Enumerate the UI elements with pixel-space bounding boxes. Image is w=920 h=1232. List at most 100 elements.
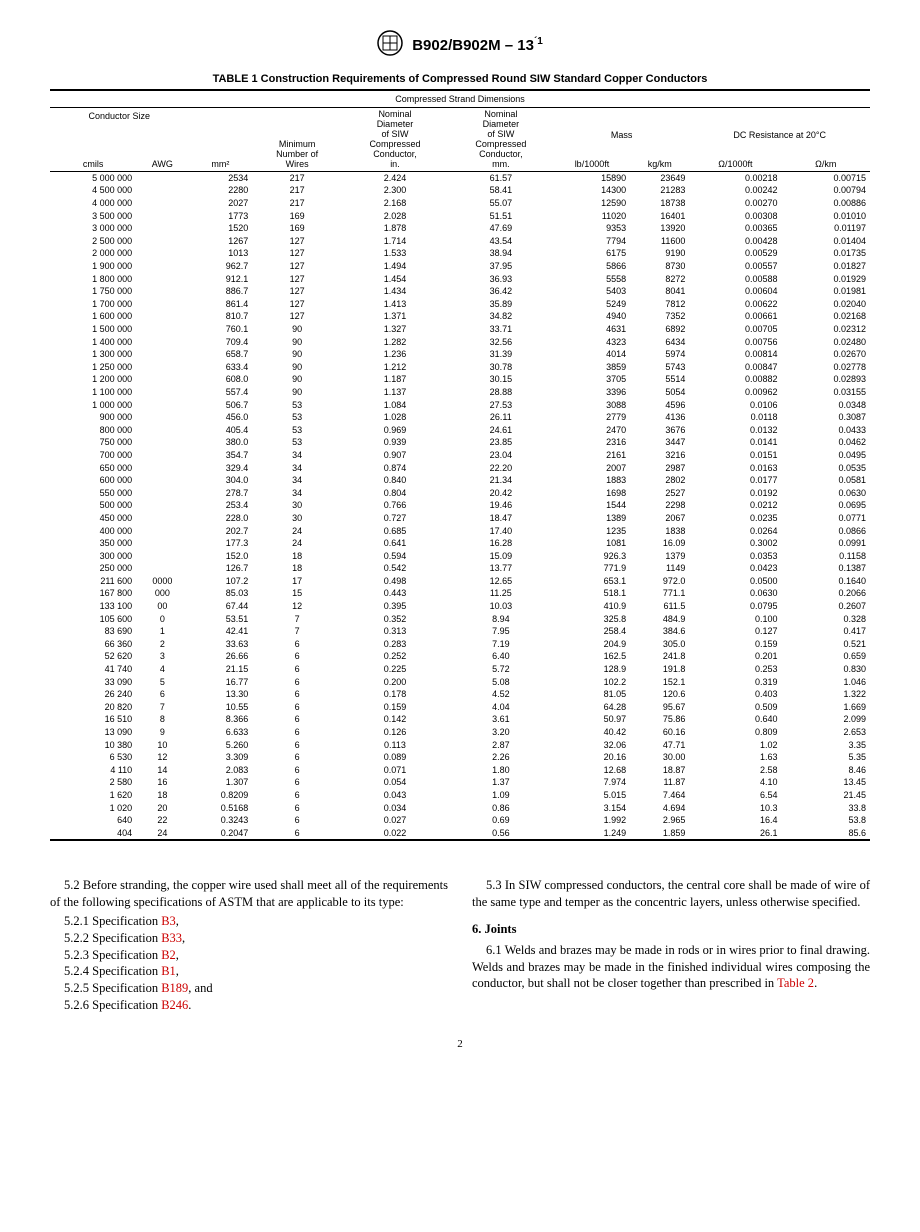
table-title: TABLE 1 Construction Requirements of Com… [50, 73, 870, 85]
table-cell: 16.77 [189, 675, 253, 688]
table-cell: 2470 [554, 423, 630, 436]
table-cell: 11020 [554, 209, 630, 222]
table-cell: 1.322 [782, 688, 871, 701]
spec-link[interactable]: B1 [161, 964, 176, 978]
table-cell: 2527 [630, 486, 689, 499]
table-row: 26 240613.3060.1784.5281.05120.60.4031.3… [50, 688, 870, 701]
table-cell: 0.043 [342, 789, 448, 802]
table-cell: 32.06 [554, 738, 630, 751]
table-cell: 6434 [630, 335, 689, 348]
table-cell: 325.8 [554, 612, 630, 625]
table-cell: 0.56 [448, 826, 554, 840]
table-cell: 1.187 [342, 373, 448, 386]
table-cell: 1379 [630, 549, 689, 562]
table-cell: 217 [252, 171, 342, 184]
table-cell: 1389 [554, 512, 630, 525]
table-cell: 20.16 [554, 751, 630, 764]
table-cell: 7.464 [630, 789, 689, 802]
table-2-link[interactable]: Table 2 [777, 976, 814, 990]
table-cell: 456.0 [189, 411, 253, 424]
table-cell [136, 474, 188, 487]
table-cell: 0.178 [342, 688, 448, 701]
table-cell: 1 900 000 [50, 260, 136, 273]
table-cell: 21.34 [448, 474, 554, 487]
spec-link[interactable]: B3 [161, 914, 176, 928]
table-cell: 484.9 [630, 612, 689, 625]
table-cell: 0.640 [689, 713, 781, 726]
table-cell: 90 [252, 335, 342, 348]
table-cell: 1.307 [189, 776, 253, 789]
table-cell: 67.44 [189, 600, 253, 613]
table-cell: 760.1 [189, 323, 253, 336]
th-mm2: mm² [189, 141, 253, 171]
spec-link[interactable]: B246 [161, 998, 188, 1012]
table-cell: 0.159 [342, 701, 448, 714]
table-cell [136, 524, 188, 537]
table-cell: 20 820 [50, 701, 136, 714]
table-cell: 0.283 [342, 638, 448, 651]
table-row: 2 580161.30760.0541.377.97411.874.1013.4… [50, 776, 870, 789]
table-section-title: Compressed Strand Dimensions [50, 90, 870, 108]
table-cell: 28.88 [448, 386, 554, 399]
table-cell: 105 600 [50, 612, 136, 625]
table-row: 350 000177.3240.64116.28108116.090.30020… [50, 537, 870, 550]
table-cell: 2802 [630, 474, 689, 487]
table-cell: 1.533 [342, 247, 448, 260]
table-cell [136, 486, 188, 499]
table-cell: 912.1 [189, 272, 253, 285]
table-cell: 24 [136, 826, 188, 840]
table-cell: 20.42 [448, 486, 554, 499]
page-number: 2 [50, 1038, 870, 1050]
table-cell: 6 [252, 663, 342, 676]
spec-item: 5.2.3 Specification B2, [50, 947, 448, 964]
table-cell: 2.168 [342, 197, 448, 210]
table-cell: 5514 [630, 373, 689, 386]
table-cell [136, 222, 188, 235]
table-cell: 0.443 [342, 587, 448, 600]
table-cell [136, 373, 188, 386]
table-cell: 3.35 [782, 738, 871, 751]
table-cell: 53 [252, 398, 342, 411]
table-cell: 0.054 [342, 776, 448, 789]
table-row: 2 500 00012671271.71443.547794116000.004… [50, 235, 870, 248]
table-cell: 2 [136, 638, 188, 651]
table-cell: 6 [252, 764, 342, 777]
para-5-2: 5.2 Before stranding, the copper wire us… [50, 877, 448, 911]
table-cell: 0.00218 [689, 171, 781, 184]
table-cell: 5403 [554, 285, 630, 298]
table-cell: 2007 [554, 461, 630, 474]
table-cell: 24.61 [448, 423, 554, 436]
table-cell: 4136 [630, 411, 689, 424]
table-cell: 47.69 [448, 222, 554, 235]
table-cell: 1.992 [554, 814, 630, 827]
table-cell: 3676 [630, 423, 689, 436]
table-cell: 518.1 [554, 587, 630, 600]
table-cell: 228.0 [189, 512, 253, 525]
table-cell: 0.127 [689, 625, 781, 638]
spec-link[interactable]: B2 [161, 948, 176, 962]
table-cell: 3.20 [448, 726, 554, 739]
table-cell: 0000 [136, 575, 188, 588]
table-cell: 55.07 [448, 197, 554, 210]
table-cell: 5558 [554, 272, 630, 285]
table-cell: 0.874 [342, 461, 448, 474]
table-cell: 1 100 000 [50, 386, 136, 399]
table-cell: 0.352 [342, 612, 448, 625]
table-cell: 0.685 [342, 524, 448, 537]
table-row: 3 000 00015201691.87847.699353139200.003… [50, 222, 870, 235]
table-cell: 611.5 [630, 600, 689, 613]
table-cell: 1.09 [448, 789, 554, 802]
table-cell: 18.87 [630, 764, 689, 777]
table-row: 4 500 00022802172.30058.4114300212830.00… [50, 184, 870, 197]
spec-link[interactable]: B33 [161, 931, 182, 945]
table-cell: 4631 [554, 323, 630, 336]
table-cell: 0.0106 [689, 398, 781, 411]
table-cell: 0.201 [689, 650, 781, 663]
spec-link[interactable]: B189 [161, 981, 188, 995]
table-cell: 0.0495 [782, 449, 871, 462]
table-cell: 0.3002 [689, 537, 781, 550]
table-cell: 0.0462 [782, 436, 871, 449]
table-cell: 3 000 000 [50, 222, 136, 235]
table-row: 20 820710.5560.1594.0464.2895.670.5091.6… [50, 701, 870, 714]
table-cell: 0.2047 [189, 826, 253, 840]
